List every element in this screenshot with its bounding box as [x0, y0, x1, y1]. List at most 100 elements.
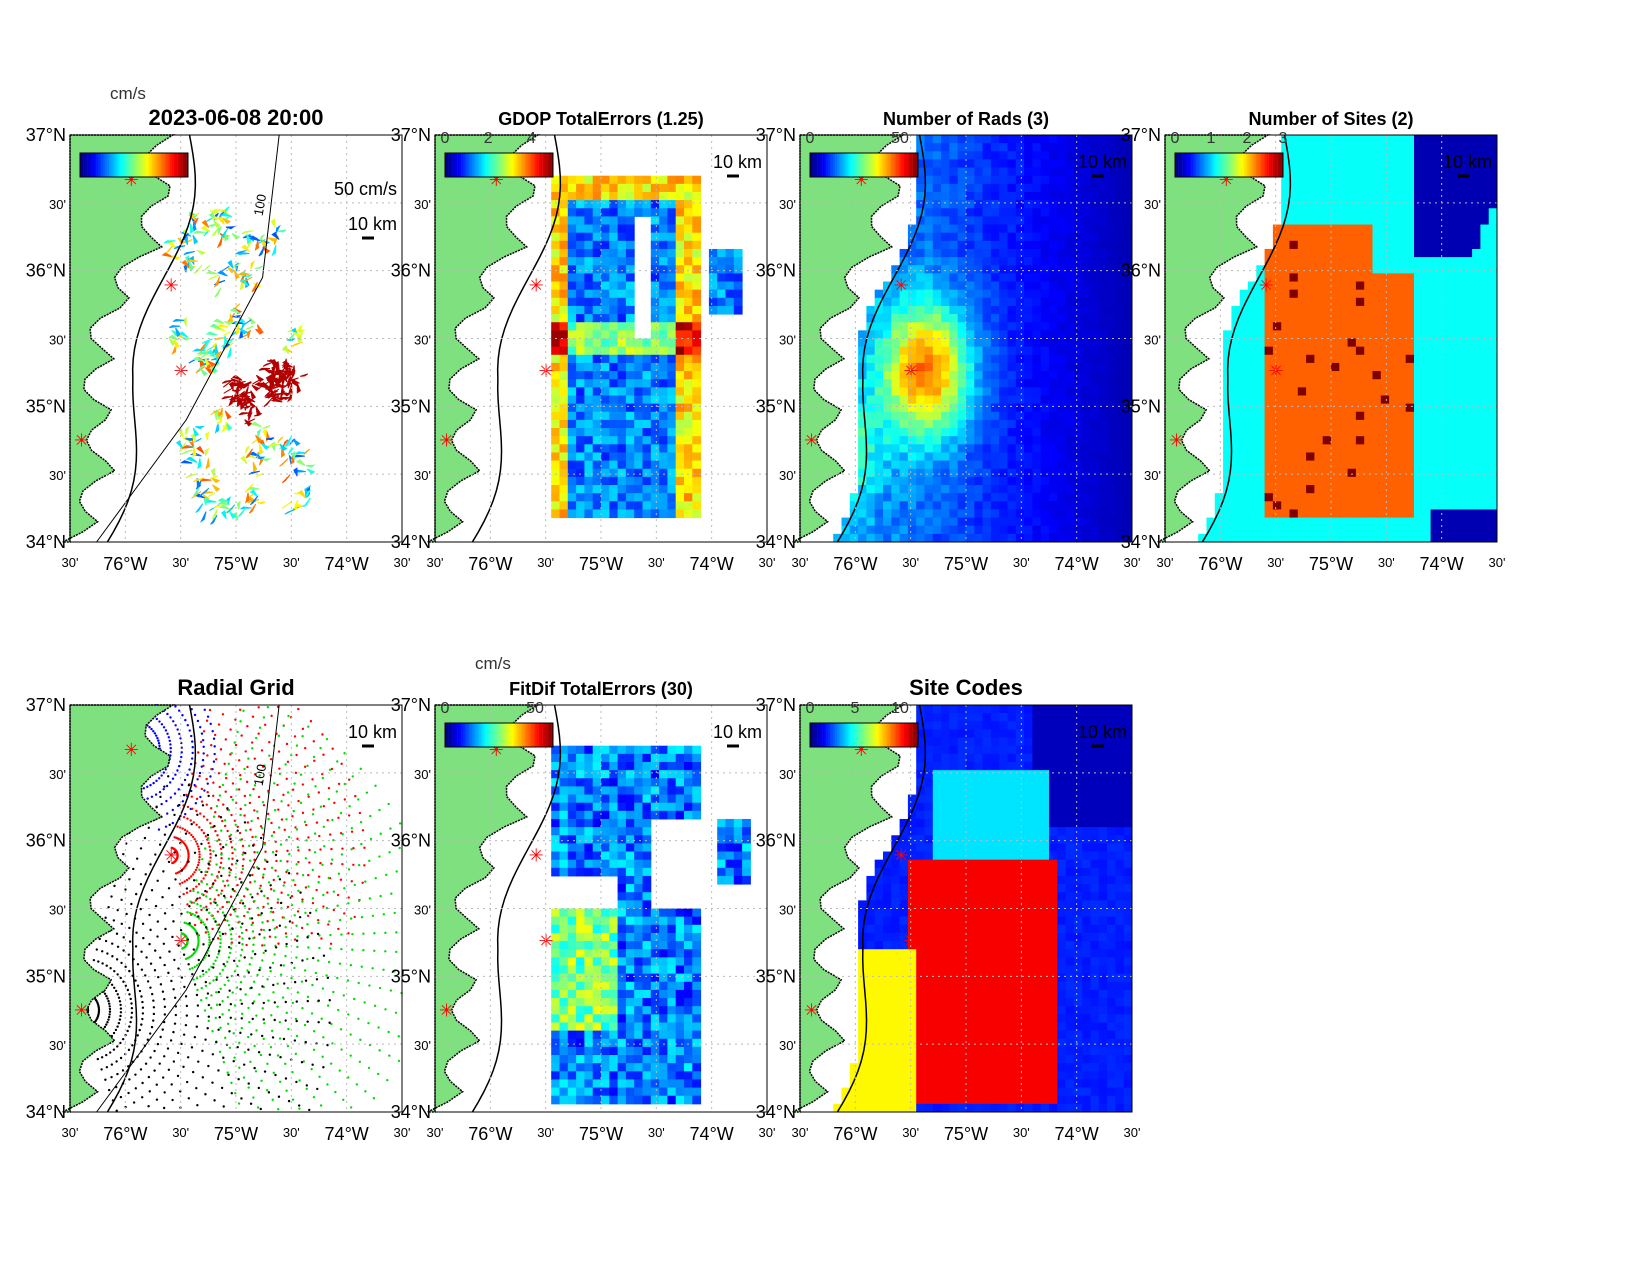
y-tick-label: 30': [779, 468, 796, 483]
heatmap-cell: [659, 419, 668, 429]
heatmap-cell: [609, 468, 619, 478]
heatmap-cell: [1455, 387, 1465, 396]
heatmap-cell: [1115, 257, 1125, 266]
heatmap-cell: [1405, 379, 1415, 388]
current-vector: [244, 445, 250, 454]
heatmap-cell: [1463, 167, 1473, 177]
radial-grid-point: [199, 725, 202, 729]
heatmap-cell: [1447, 151, 1456, 160]
heatmap-cell: [659, 395, 668, 405]
heatmap-cell: [916, 305, 925, 315]
heatmap-cell: [941, 346, 950, 356]
heatmap-cell: [858, 468, 867, 478]
colorbar-segment: [186, 153, 189, 177]
heatmap-cell: [1214, 517, 1224, 527]
heatmap-cell: [1455, 151, 1465, 160]
heatmap-cell: [1107, 362, 1116, 372]
heatmap-cell: [1322, 485, 1332, 494]
heatmap-cell: [1463, 436, 1473, 445]
heatmap-cell: [999, 265, 1008, 274]
heatmap-cell: [584, 289, 594, 299]
heatmap-cell: [1447, 379, 1456, 388]
heatmap-cell: [1463, 354, 1473, 364]
current-vector: [211, 226, 220, 237]
heatmap-cell: [1339, 208, 1349, 217]
radial-grid-point: [157, 777, 161, 780]
heatmap-cell: [1115, 175, 1125, 185]
heatmap-cell: [949, 167, 959, 177]
heatmap-cell: [1289, 452, 1299, 462]
heatmap-cell: [932, 485, 942, 494]
heatmap-cell: [1098, 411, 1108, 421]
heatmap-cell: [1098, 314, 1108, 323]
radial-grid-point: [160, 723, 164, 726]
heatmap-cell: [1397, 395, 1407, 405]
heatmap-cell: [1281, 354, 1290, 364]
heatmap-cell: [1123, 346, 1133, 356]
heatmap-cell: [601, 460, 610, 470]
current-vector: [243, 397, 256, 403]
heatmap-cell: [1472, 330, 1481, 339]
heatmap-cell: [1073, 248, 1083, 258]
colorbar-segment: [1229, 153, 1231, 177]
heatmap-cell: [601, 428, 610, 437]
heatmap-cell: [1347, 493, 1357, 502]
radial-grid-point: [162, 787, 165, 791]
heatmap-cell: [1339, 452, 1349, 462]
heatmap-cell: [1488, 232, 1498, 242]
heatmap-cell: [1306, 135, 1315, 144]
heatmap-cell: [966, 208, 975, 217]
heatmap-cell: [559, 362, 569, 372]
heatmap-cell: [1472, 460, 1481, 470]
heatmap-cell: [957, 517, 967, 527]
heatmap-cell: [675, 200, 685, 209]
heatmap-cell: [1073, 501, 1083, 510]
heatmap-cell: [899, 371, 909, 380]
heatmap-cell: [1347, 460, 1357, 470]
radial-grid-point: [158, 790, 162, 794]
current-vector: [211, 477, 221, 484]
radial-grid-point: [198, 855, 201, 859]
heatmap-cell: [1281, 216, 1290, 226]
heatmap-cell: [1355, 175, 1365, 185]
heatmap-cell: [1272, 265, 1282, 274]
heatmap-cell: [1231, 403, 1241, 413]
heatmap-cell: [874, 362, 884, 372]
heatmap-cell: [974, 305, 984, 315]
heatmap-cell: [1331, 232, 1340, 242]
heatmap-cell: [717, 273, 726, 283]
radial-grid-point: [201, 758, 205, 762]
heatmap-cell: [576, 428, 585, 437]
heatmap-cell: [1090, 151, 1100, 160]
current-vector: [254, 265, 263, 270]
current-vector: [238, 251, 250, 255]
heatmap-cell: [941, 468, 950, 478]
heatmap-cell: [1289, 338, 1299, 348]
heatmap-cell: [1082, 403, 1091, 413]
heatmap-cell: [1098, 248, 1108, 258]
heatmap-cell: [1123, 322, 1133, 331]
heatmap-cell: [684, 346, 693, 356]
heatmap-cell: [576, 330, 585, 339]
site-marker-icon: ✳: [1169, 430, 1184, 450]
heatmap-cell: [1322, 436, 1332, 445]
heatmap-cell: [1447, 191, 1456, 201]
x-tick-label: 76°W: [1198, 554, 1242, 574]
heatmap-cell: [974, 509, 984, 519]
heatmap-cell: [1355, 501, 1365, 510]
heatmap-cell: [1123, 493, 1133, 502]
heatmap-cell: [974, 167, 984, 177]
heatmap-cell: [617, 257, 627, 266]
heatmap-cell: [684, 200, 693, 209]
y-tick-label: 30': [414, 197, 431, 212]
heatmap-cell: [1364, 501, 1373, 510]
heatmap-cell: [1057, 265, 1067, 274]
heatmap-cell: [1397, 281, 1407, 291]
heatmap-cell: [1007, 183, 1017, 193]
heatmap-cell: [1380, 338, 1390, 348]
colorbar-segment: [153, 153, 156, 177]
colorbar-segment: [132, 153, 135, 177]
heatmap-cell: [1049, 232, 1058, 242]
heatmap-cell: [609, 362, 619, 372]
heatmap-cell: [1414, 151, 1423, 160]
